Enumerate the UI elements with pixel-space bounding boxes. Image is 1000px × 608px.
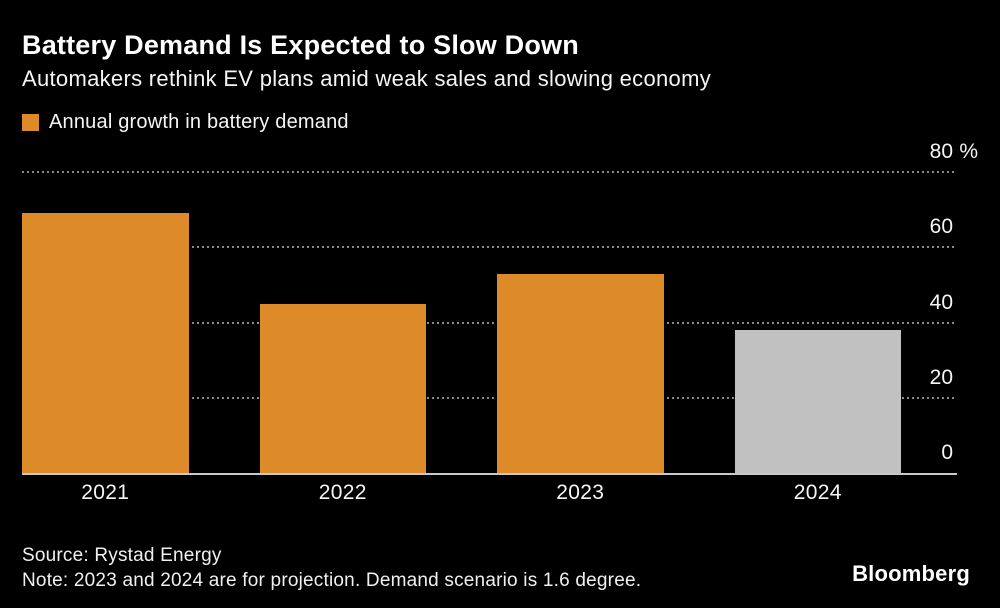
y-axis-unit: %	[959, 140, 978, 163]
y-tick-label-60: 60	[909, 214, 978, 240]
y-tick-label-80: 80%	[909, 139, 978, 165]
gridline-80	[22, 171, 957, 173]
chart-title: Battery Demand Is Expected to Slow Down	[22, 30, 579, 60]
footer: Source: Rystad Energy Note: 2023 and 202…	[22, 543, 641, 593]
x-tick-label-2024: 2024	[793, 481, 842, 504]
bar-2024	[734, 330, 901, 473]
x-tick-label-2023: 2023	[556, 481, 605, 504]
legend-label: Annual growth in battery demand	[49, 111, 349, 133]
x-tick-label-2022: 2022	[318, 481, 367, 504]
chart-subtitle: Automakers rethink EV plans amid weak sa…	[22, 66, 712, 91]
note-text: Note: 2023 and 2024 are for projection. …	[22, 570, 642, 591]
y-tick-value: 0	[941, 441, 953, 464]
y-tick-label-40: 40	[909, 290, 978, 316]
gridline-20	[22, 396, 957, 399]
gridline-60	[22, 246, 957, 249]
bloomberg-logo: Bloomberg	[852, 561, 970, 586]
y-tick-label-20: 20	[909, 365, 978, 391]
bar-2022	[259, 303, 426, 473]
bar-2021	[22, 213, 189, 473]
y-tick-value: 60	[929, 215, 953, 239]
legend-swatch-icon	[22, 114, 39, 131]
legend: Annual growth in battery demand	[22, 111, 349, 134]
x-tick-label-2021: 2021	[81, 481, 130, 504]
y-tick-label-0: 0	[909, 440, 978, 466]
gridline-40	[22, 321, 957, 324]
y-tick-value: 80	[929, 140, 953, 163]
x-axis-line	[22, 473, 957, 475]
bar-2023	[497, 273, 664, 473]
source-text: Source: Rystad Energy	[22, 545, 222, 566]
y-tick-value: 40	[929, 290, 953, 314]
y-tick-value: 20	[929, 365, 953, 389]
